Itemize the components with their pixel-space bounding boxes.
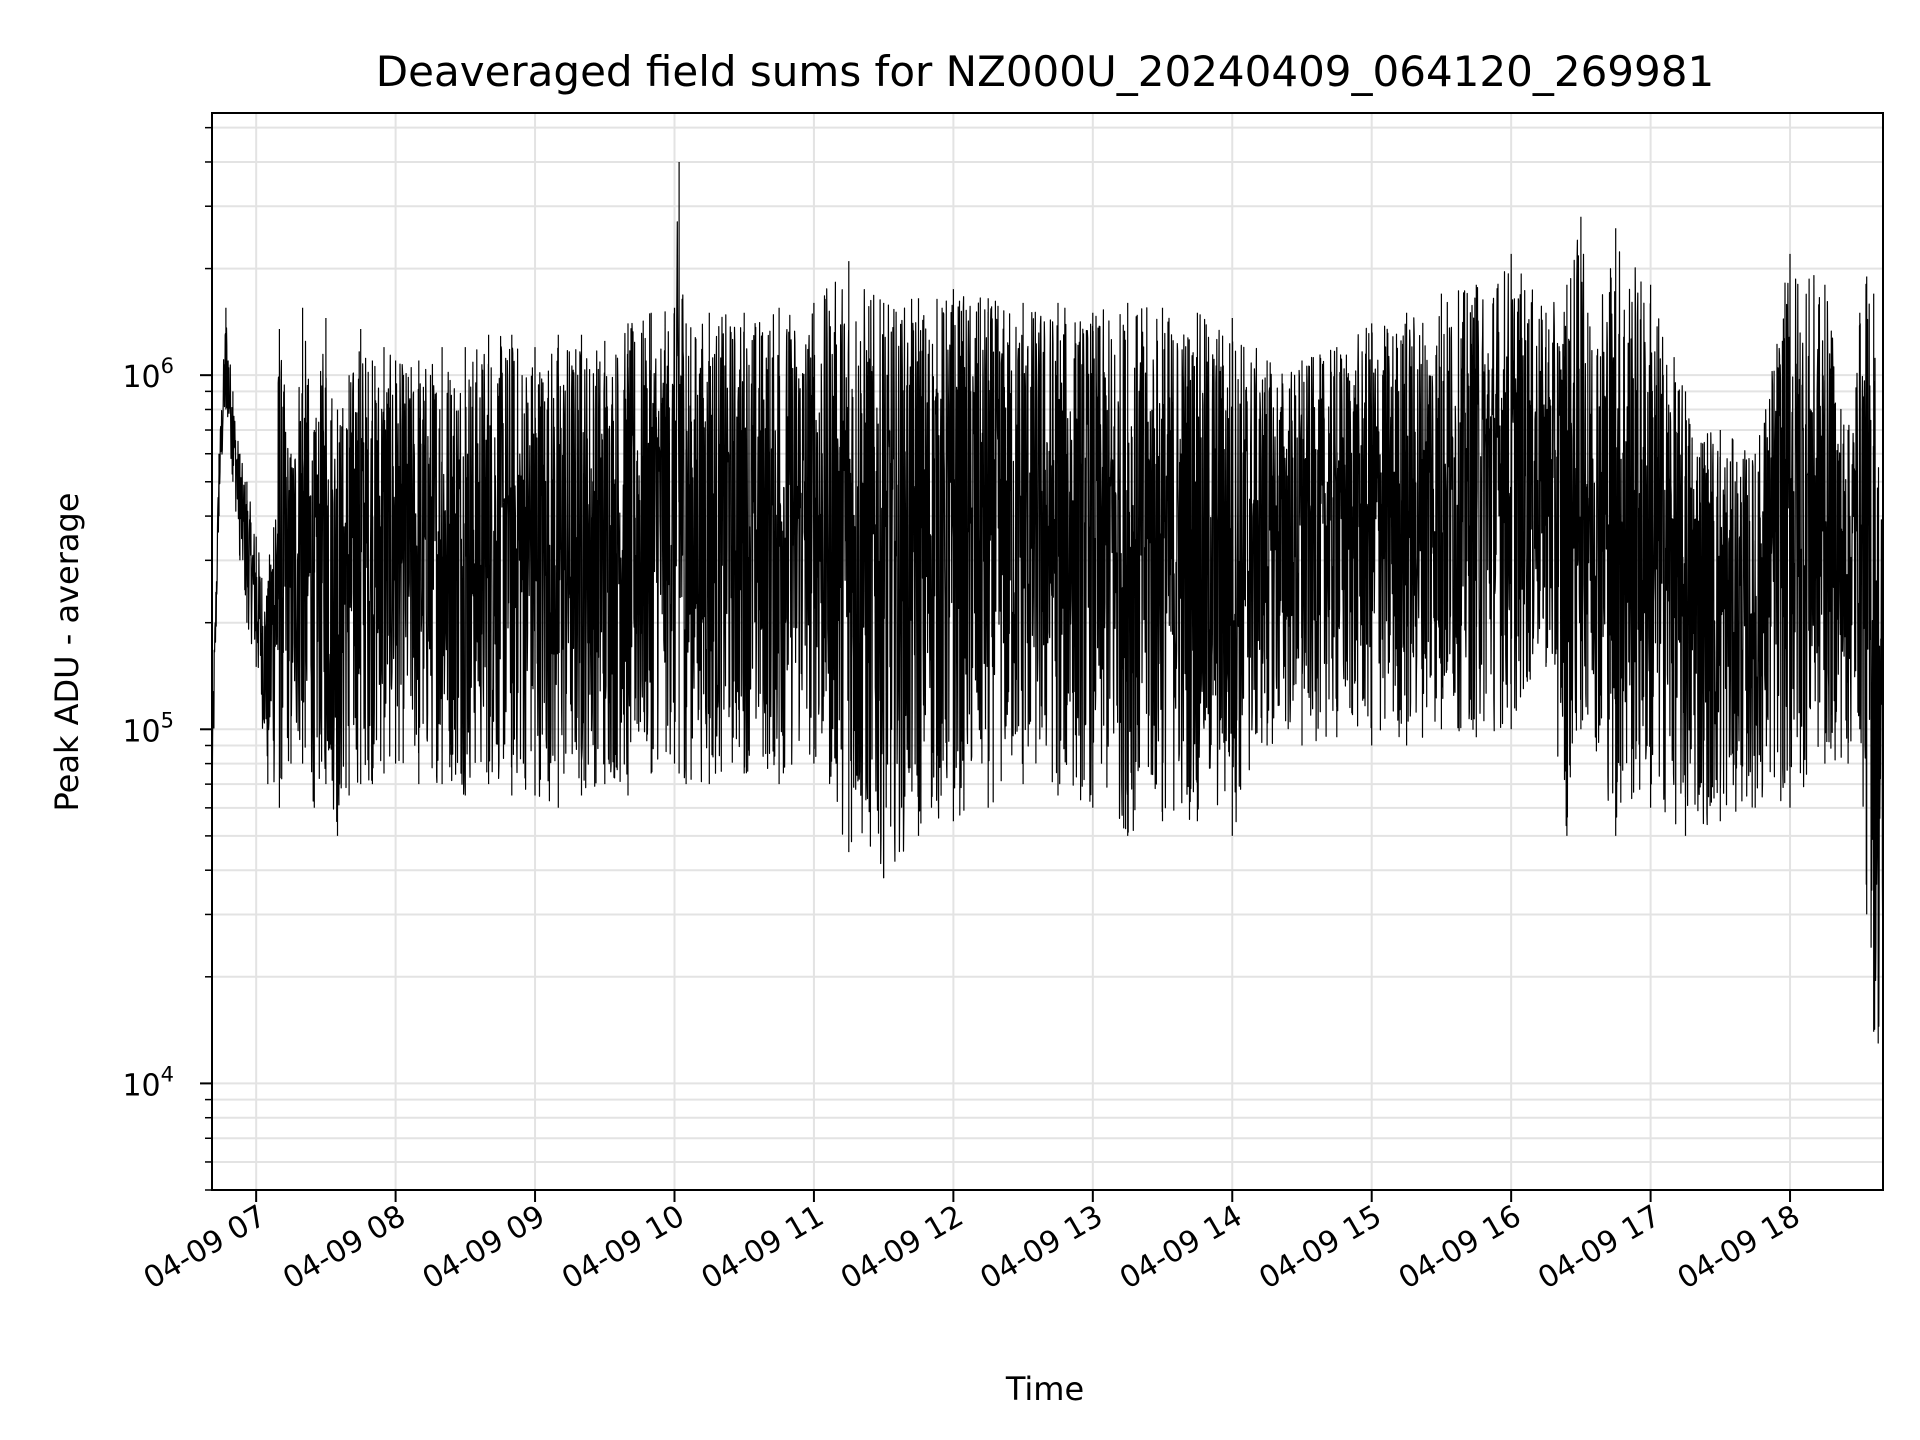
series-line xyxy=(211,162,1884,1109)
x-axis-title: Time xyxy=(1005,1370,1084,1408)
series xyxy=(211,162,1884,1109)
y-tick-exponent: 6 xyxy=(161,354,174,378)
y-axis-title: Peak ADU - average xyxy=(48,493,86,812)
y-tick-exponent: 4 xyxy=(161,1062,174,1086)
plot-area-frame xyxy=(211,112,1884,1191)
chart-title: Deaveraged field sums for NZ000U_2024040… xyxy=(376,47,1714,96)
y-tick-exponent: 5 xyxy=(161,708,174,732)
